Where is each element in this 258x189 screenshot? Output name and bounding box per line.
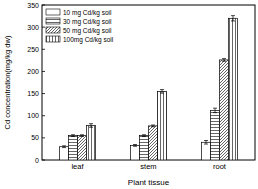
bar: [87, 125, 96, 160]
y-tick: [42, 160, 45, 161]
x-tick-label: stem: [140, 162, 156, 171]
bar: [140, 136, 149, 160]
error-bar: [71, 135, 75, 137]
y-tick-label: 200: [27, 68, 39, 75]
y-tick: [42, 27, 45, 28]
legend-label: 100mg Cd/kg soil: [63, 36, 114, 44]
legend: 10 mg Cd/kg soil30 mg Cd/kg soil50 mg Cd…: [46, 9, 114, 44]
y-tick: [42, 137, 45, 138]
y-tick-label: 300: [27, 24, 39, 31]
bar: [158, 91, 167, 160]
legend-swatch: [46, 18, 60, 24]
bar: [220, 60, 229, 160]
x-tick-label: leaf: [71, 162, 84, 171]
legend-swatch: [46, 9, 60, 15]
legend-swatch: [46, 36, 60, 42]
error-bar: [62, 146, 66, 148]
bar: [78, 136, 87, 160]
x-axis-label: Plant tissue: [128, 178, 170, 187]
bar: [229, 18, 238, 160]
y-tick: [42, 71, 45, 72]
legend-swatch: [46, 27, 60, 33]
y-tick-label: 100: [27, 112, 39, 119]
y-axis-label: Cd concentration(mg/kg dw): [3, 35, 12, 129]
error-bar: [213, 108, 217, 112]
error-bar: [133, 145, 137, 147]
x-tick-label: root: [213, 162, 227, 171]
bar: [69, 136, 78, 160]
y-tick-label: 250: [27, 46, 39, 53]
error-bar: [222, 59, 226, 62]
error-bar: [142, 135, 146, 137]
error-bar: [151, 125, 155, 127]
y-tick: [42, 49, 45, 50]
bar: [60, 147, 69, 160]
y-tick-label: 0: [35, 157, 39, 164]
legend-label: 10 mg Cd/kg soil: [63, 9, 112, 17]
legend-label: 50 mg Cd/kg soil: [63, 27, 112, 35]
bar: [149, 126, 158, 160]
y-tick: [42, 115, 45, 116]
y-tick-label: 50: [31, 134, 39, 141]
error-bar: [160, 90, 164, 94]
bars: [60, 16, 238, 160]
error-bar: [204, 141, 208, 145]
legend-label: 30 mg Cd/kg soil: [63, 18, 112, 26]
y-tick-label: 350: [27, 2, 39, 9]
error-bar: [231, 16, 235, 21]
y-tick: [42, 93, 45, 94]
bar: [211, 110, 220, 160]
bar: [202, 142, 211, 160]
y-tick: [42, 5, 45, 6]
y-tick-label: 150: [27, 90, 39, 97]
plot-frame: [42, 5, 255, 160]
error-bar: [89, 124, 93, 128]
bar: [131, 145, 140, 160]
error-bar: [80, 135, 84, 137]
